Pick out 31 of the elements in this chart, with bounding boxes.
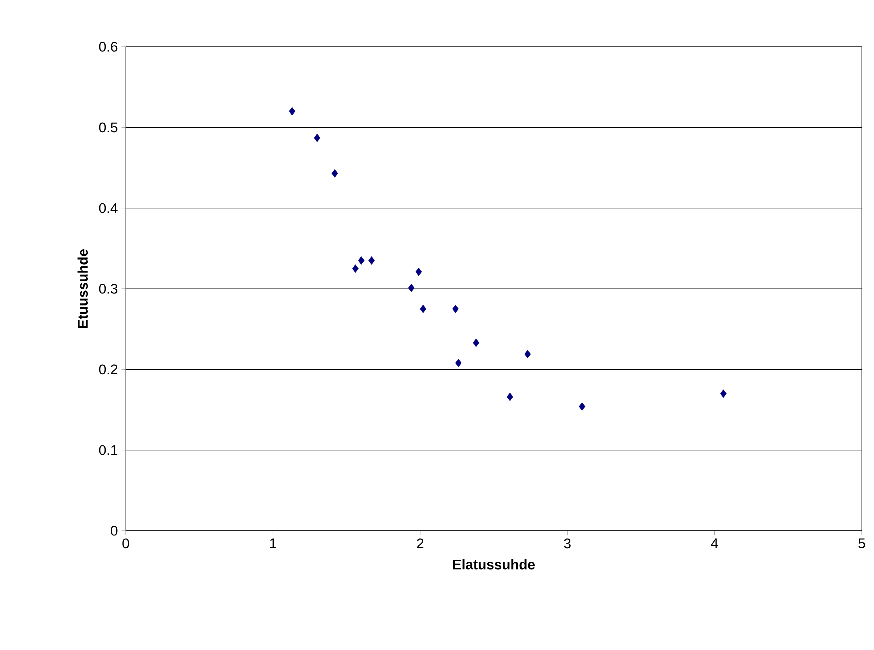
x-tick-label: 2 <box>417 538 424 548</box>
y-tick-label: 0.3 <box>99 284 118 294</box>
x-tick-label: 3 <box>564 538 571 549</box>
x-tick-label: 0 <box>122 538 130 549</box>
y-tick-label: 0.2 <box>99 364 118 375</box>
point <box>420 304 427 314</box>
x-tick-label: 1 <box>270 538 276 548</box>
point <box>352 264 359 274</box>
point <box>452 304 459 314</box>
point <box>289 107 296 116</box>
point <box>314 134 321 142</box>
point <box>368 256 376 265</box>
point <box>473 338 480 348</box>
y-tick-label: 0.4 <box>99 203 118 214</box>
point <box>332 169 338 178</box>
point <box>579 402 586 411</box>
point <box>720 390 727 398</box>
point <box>358 256 365 265</box>
y-tick-label: 0.1 <box>99 445 118 456</box>
y-tick-label: 0 <box>111 526 118 536</box>
y-tick-label: 0.5 <box>99 122 118 133</box>
y-axis-title: Etuussuhde <box>78 250 88 328</box>
x-axis-title: Elatussuhde <box>453 559 535 570</box>
point <box>408 284 415 292</box>
point <box>524 350 532 359</box>
point <box>416 268 422 276</box>
point <box>455 359 462 368</box>
y-tick-label: 0.6 <box>99 42 118 52</box>
x-tick-label: 4 <box>711 538 718 548</box>
x-tick-label: 5 <box>858 538 866 548</box>
point <box>507 392 514 402</box>
